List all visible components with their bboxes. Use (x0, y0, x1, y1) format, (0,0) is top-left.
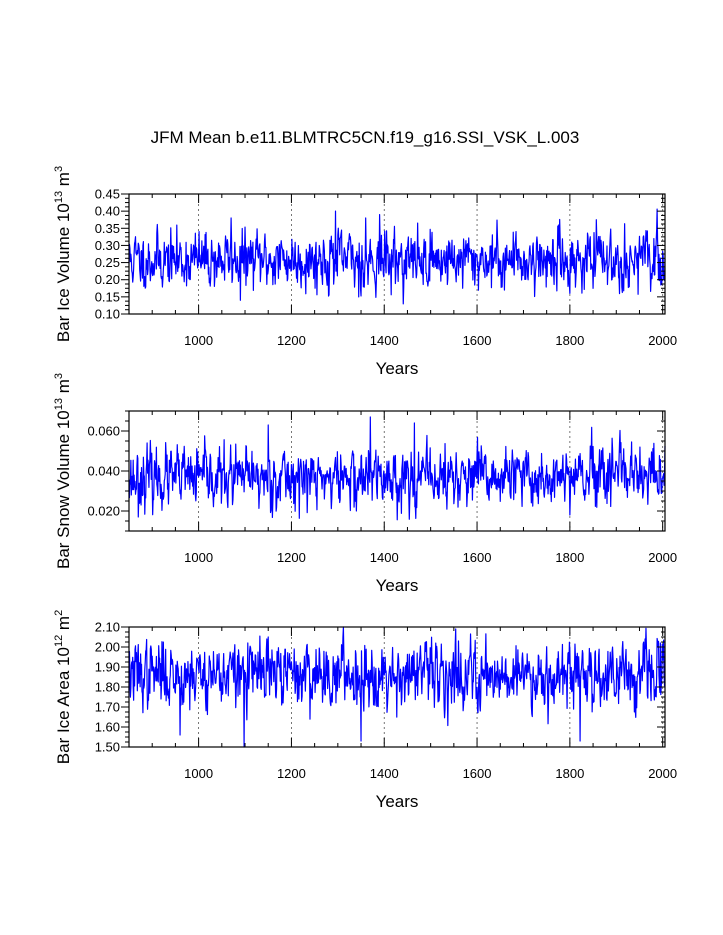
y-tick-label: 0.020 (87, 504, 120, 519)
x-tick-label: 1800 (555, 333, 584, 348)
y-tick-label: 1.60 (95, 720, 120, 735)
y-label-text: Bar Snow Volume 10 (54, 410, 73, 569)
y-axis-label: Bar Snow Volume 1013 m3 (53, 373, 73, 569)
y-label-unit-exponent: 3 (53, 373, 65, 379)
y-tick-label: 0.10 (95, 307, 120, 322)
x-tick-label: 1600 (463, 766, 492, 781)
panel-ice-volume: 1000 1200 1400 1600 1800 2000 0.10 0.15 0.20 0.25… (53, 166, 677, 378)
x-tick-label: 1200 (277, 333, 306, 348)
y-axis-label: Bar Ice Area 1012 m2 (53, 610, 73, 764)
y-tick-label: 1.50 (95, 740, 120, 755)
chart-title: JFM Mean b.e11.BLMTRC5CN.f19_g16.SSI_VSK… (151, 128, 580, 147)
y-tick-label: 0.060 (87, 424, 120, 439)
y-tick-label: 0.15 (95, 289, 120, 304)
x-tick-label: 1200 (277, 550, 306, 565)
y-axis-label: Bar Ice Volume 1013 m3 (53, 166, 73, 342)
y-label-unit-exponent: 3 (53, 166, 65, 172)
x-tick-label: 1400 (370, 766, 399, 781)
y-tick-label: 0.30 (95, 238, 120, 253)
x-tick-label: 1400 (370, 333, 399, 348)
x-tick-label: 1800 (555, 766, 584, 781)
y-tick-label: 0.25 (95, 255, 120, 270)
y-label-text: Bar Ice Volume 10 (54, 203, 73, 342)
x-tick-label: 2000 (648, 766, 677, 781)
y-label-text: Bar Ice Area 10 (54, 647, 73, 764)
x-tick-label: 1000 (184, 766, 213, 781)
y-tick-label: 0.40 (95, 204, 120, 219)
x-tick-label: 1200 (277, 766, 306, 781)
y-label-unit: m (54, 172, 73, 191)
x-tick-label: 1400 (370, 550, 399, 565)
y-label-unit: m (54, 379, 73, 398)
x-axis-label: Years (376, 792, 419, 811)
x-axis-label: Years (376, 359, 419, 378)
x-tick-label: 1600 (463, 550, 492, 565)
y-tick-label: 1.80 (95, 680, 120, 695)
y-tick-label: 0.20 (95, 272, 120, 287)
x-tick-label: 2000 (648, 550, 677, 565)
y-label-exponent: 12 (53, 635, 65, 647)
chart-panels: 1000 1200 1400 1600 1800 2000 0.10 0.15 0.20 0.25… (53, 166, 677, 811)
x-tick-label: 1000 (184, 550, 213, 565)
panel-ice-area: 1000 1200 1400 1600 1800 2000 1.50 1.60 1.70 1.80… (53, 610, 677, 811)
y-tick-label: 0.040 (87, 464, 120, 479)
x-axis-label: Years (376, 576, 419, 595)
y-label-exponent: 13 (53, 398, 65, 410)
y-tick-label: 1.90 (95, 660, 120, 675)
y-tick-label: 1.70 (95, 700, 120, 715)
series-line-snow-volume (128, 416, 666, 521)
series-line-ice-volume (128, 208, 666, 305)
x-tick-label: 2000 (648, 333, 677, 348)
y-label-unit-exponent: 2 (53, 610, 65, 616)
y-tick-label: 2.10 (95, 620, 120, 635)
panel-snow-volume: 1000 1200 1400 1600 1800 2000 0.020 0.040 0.060 Y… (53, 373, 677, 595)
x-tick-label: 1800 (555, 550, 584, 565)
y-tick-label: 2.00 (95, 640, 120, 655)
y-label-unit: m (54, 616, 73, 635)
y-tick-label: 0.45 (95, 187, 120, 202)
y-tick-label: 0.35 (95, 221, 120, 236)
x-tick-label: 1000 (184, 333, 213, 348)
x-tick-label: 1600 (463, 333, 492, 348)
y-label-exponent: 13 (53, 191, 65, 203)
series-line-ice-area (128, 626, 666, 748)
